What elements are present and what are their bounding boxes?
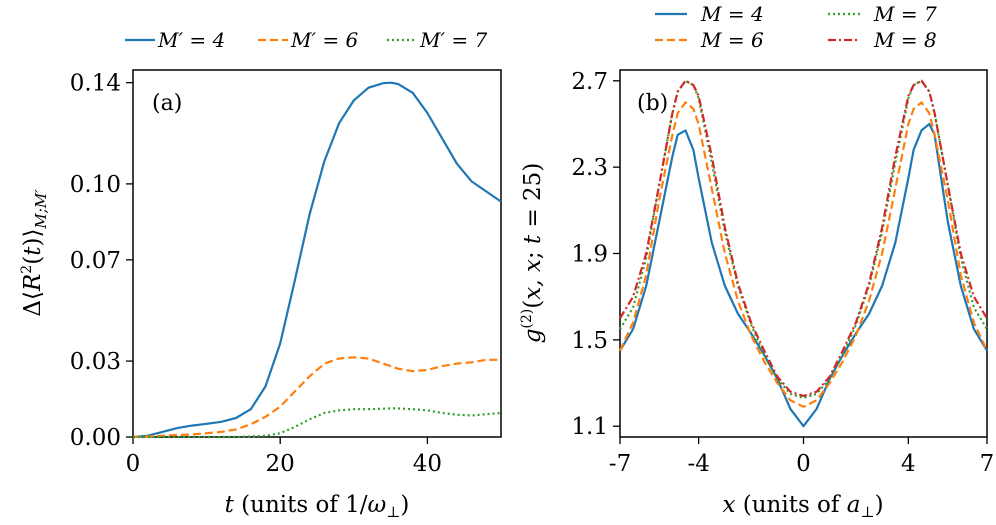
panel-a-xlabel: t (units of 1/ω⊥) (225, 492, 410, 521)
series-line-1 (619, 101, 988, 408)
series-line-2 (133, 407, 502, 439)
y-tick-label: 0.03 (70, 349, 121, 375)
x-tick-label: 4 (901, 451, 916, 477)
panel-b-label: (b) (637, 91, 668, 116)
y-tick-label: 2.3 (571, 155, 608, 181)
legend-entry: M = 8 (873, 28, 937, 52)
panel-a-label: (a) (152, 91, 182, 116)
x-tick-label: 7 (980, 451, 995, 477)
y-tick-label: 0.14 (70, 71, 121, 97)
series-line-2 (619, 79, 988, 400)
y-tick-label: 1.1 (571, 414, 608, 440)
y-tick-label: 1.5 (571, 328, 608, 354)
x-tick-label: 40 (413, 451, 442, 477)
series-line-1 (132, 356, 501, 439)
y-tick-label: 1.9 (571, 242, 608, 268)
panel-a: (a) 0 20 40 0.00 0.03 0.07 0.10 0.14 t (units … (19, 28, 502, 521)
x-tick-label: 0 (126, 451, 141, 477)
panel-b-ylabel: g(2)(x, x; t = 25) (519, 163, 546, 344)
x-tick-label: 0 (796, 451, 811, 477)
legend-entry: M′ = 7 (419, 28, 487, 52)
x-tick-label: -4 (687, 451, 709, 477)
series-line-0 (619, 122, 988, 428)
panel-a-ylabel: Δ⟨R2(t)⟩M;M′ (19, 189, 50, 317)
x-tick-label: -7 (609, 451, 631, 477)
series-line-3 (619, 79, 988, 398)
y-tick-label: 2.7 (571, 69, 608, 95)
y-tick-label: 0.10 (70, 172, 121, 198)
y-tick-label: 0.07 (70, 248, 121, 274)
panel-b-xlabel: x (units of a⊥) (722, 492, 883, 521)
x-tick-label: 20 (266, 451, 295, 477)
legend-entry: M = 7 (873, 2, 937, 26)
legend-entry: M′ = 6 (290, 28, 358, 52)
panel-a-frame (132, 69, 502, 438)
legend-entry: M′ = 4 (157, 28, 225, 52)
panel-b-legend: M = 4M = 6 M = 7M = 8 (655, 2, 937, 52)
y-tick-label: 0.00 (70, 425, 121, 451)
series-line-0 (132, 81, 502, 439)
panel-b: (b) -7 -4 0 4 7 1.1 1.5 1.9 2.3 2.7 x (units of … (519, 2, 994, 521)
legend-entry: M = 4 (700, 2, 764, 26)
legend-entry: M = 6 (700, 28, 764, 52)
panel-a-legend: M′ = 4 M′ = 6 M′ = 7 (125, 28, 487, 52)
